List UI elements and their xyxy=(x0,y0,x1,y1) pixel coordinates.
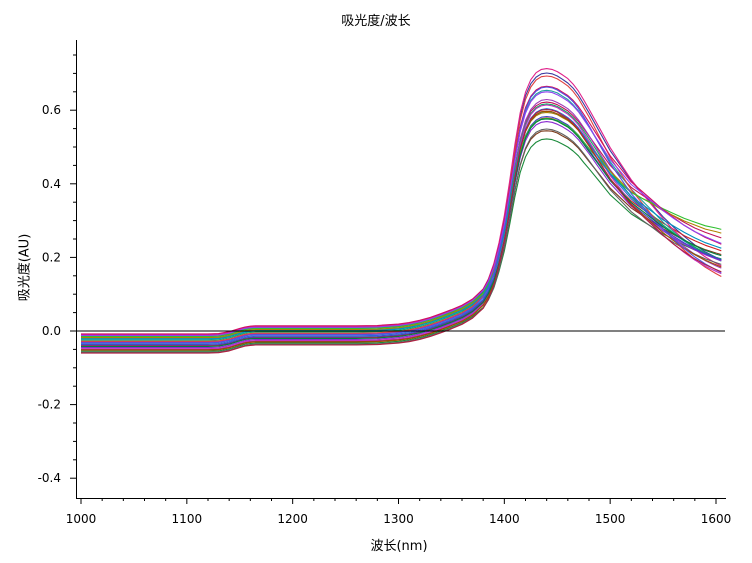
chart-title: 吸光度/波长 xyxy=(341,14,411,29)
y-tick-label: 0.4 xyxy=(42,177,61,191)
spectrum-line-1 xyxy=(81,101,722,336)
spectrum-line-22 xyxy=(81,118,722,348)
spectrum-line-15 xyxy=(81,115,722,346)
x-tick-label: 1300 xyxy=(383,512,414,526)
spectrum-line-23 xyxy=(81,91,722,336)
x-tick-label: 1500 xyxy=(595,512,626,526)
y-tick-label: -0.2 xyxy=(38,398,61,412)
y-axis-label: 吸光度(AU) xyxy=(17,233,33,302)
x-tick-label: 1200 xyxy=(277,512,308,526)
spectrum-line-8 xyxy=(81,68,722,336)
spectrum-line-11 xyxy=(81,121,722,349)
y-tick-label: 0.0 xyxy=(42,324,61,338)
spectrum-line-19 xyxy=(81,110,722,351)
spectrum-line-7 xyxy=(81,130,722,350)
x-tick-label: 1100 xyxy=(172,512,203,526)
x-axis-label: 波长(nm) xyxy=(370,539,428,554)
spectrum-line-18 xyxy=(81,110,722,340)
y-tick-label: 0.2 xyxy=(42,250,61,264)
spectrum-line-20 xyxy=(81,85,722,335)
spectrum-line-17 xyxy=(81,104,722,350)
x-tick-label: 1000 xyxy=(66,512,97,526)
spectrum-line-5 xyxy=(81,117,722,347)
x-tick-label: 1400 xyxy=(489,512,520,526)
spectrum-line-10 xyxy=(81,103,722,341)
series-layer xyxy=(81,68,722,354)
spectrum-line-12 xyxy=(81,111,722,339)
x-tick-label: 1600 xyxy=(701,512,732,526)
y-tick-label: -0.4 xyxy=(38,471,61,485)
y-tick-label: 0.6 xyxy=(42,103,61,117)
spectrum-line-4 xyxy=(81,98,722,343)
spectrum-line-24 xyxy=(81,108,722,354)
spectrum-line-6 xyxy=(81,89,722,339)
spectrum-line-16 xyxy=(81,117,722,338)
axis-layer: -0.4 -0.2 0.0 0.2 0.4 0.6 1000 1100 1200 1300 1400… xyxy=(38,40,732,526)
spectrum-line-9 xyxy=(81,108,722,345)
spectrum-line-21 xyxy=(81,86,722,344)
spectrum-line-13 xyxy=(81,128,722,353)
